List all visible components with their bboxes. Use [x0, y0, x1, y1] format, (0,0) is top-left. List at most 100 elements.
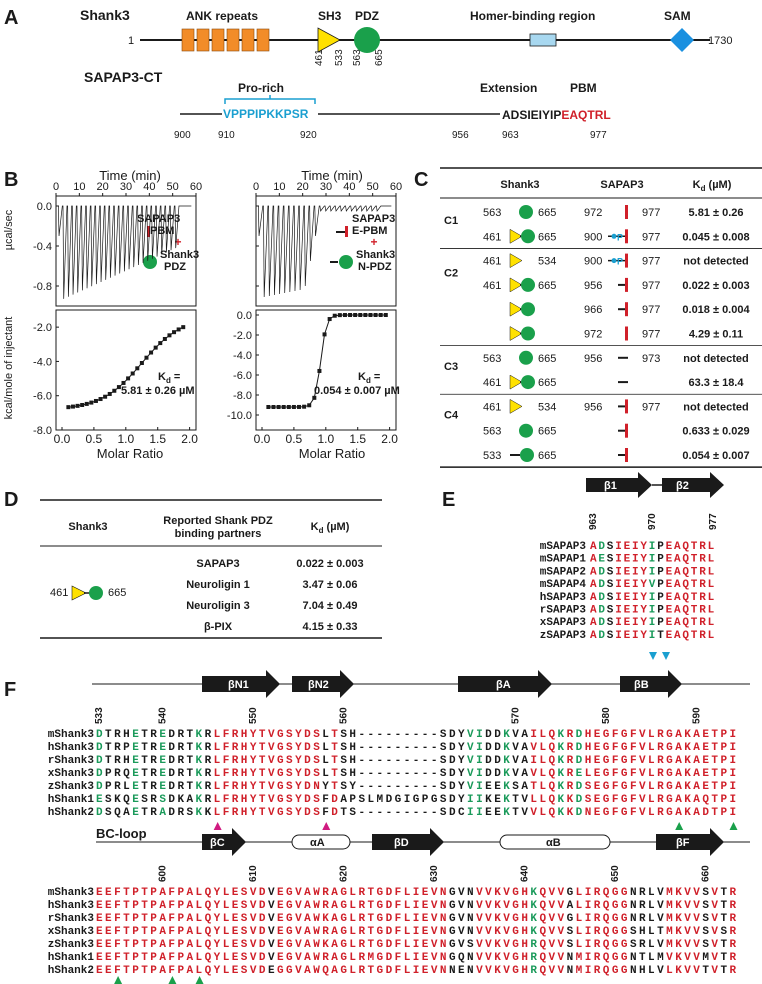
residue: A — [159, 913, 166, 925]
residue: T — [259, 807, 266, 819]
left-ytop-label-0: 0.0 — [37, 201, 52, 213]
residue: E — [132, 768, 139, 780]
residue: V — [458, 913, 465, 925]
residue: Y — [458, 794, 465, 806]
residue: P — [177, 926, 184, 938]
residue: I — [476, 729, 483, 741]
sh3-domain-shape — [317, 27, 341, 53]
residue: E — [277, 900, 284, 912]
residue: Q — [539, 913, 546, 925]
strand-bf-label: βF — [676, 837, 690, 849]
residue: V — [558, 952, 565, 964]
residue: R — [205, 729, 212, 741]
residue: D — [449, 729, 456, 741]
residue: F — [630, 807, 637, 819]
residue: S — [440, 794, 447, 806]
residue: D — [576, 755, 583, 767]
residue: K — [114, 794, 121, 806]
residue: G — [603, 729, 610, 741]
residue: L — [322, 742, 329, 754]
residue: A — [674, 617, 681, 629]
sh3-icon — [509, 253, 523, 269]
residue: S — [340, 755, 347, 767]
residue: G — [277, 768, 284, 780]
residue: S — [241, 965, 248, 977]
residue: G — [567, 913, 574, 925]
residue: - — [377, 768, 384, 780]
left-data-point-2 — [75, 403, 80, 408]
residue: S — [702, 913, 709, 925]
f1-pos-533: 533 — [94, 707, 105, 724]
residue: Y — [214, 926, 221, 938]
residue: R — [699, 617, 706, 629]
residue: V — [684, 900, 691, 912]
table-c-shank-start: 563 — [483, 426, 501, 438]
residue: R — [114, 742, 121, 754]
residue: V — [684, 926, 691, 938]
residue: S — [585, 781, 592, 793]
residue: E — [105, 939, 112, 951]
residue: E — [277, 926, 284, 938]
residue: S — [313, 768, 320, 780]
residue: Y — [458, 742, 465, 754]
residue: T — [340, 807, 347, 819]
residue: A — [675, 807, 682, 819]
residue: R — [358, 952, 365, 964]
residue: L — [214, 755, 221, 767]
residue: K — [196, 794, 203, 806]
right-thermogram — [257, 205, 392, 298]
residue: T — [657, 926, 664, 938]
residue: I — [467, 807, 474, 819]
residue: - — [422, 729, 429, 741]
residue: - — [386, 755, 393, 767]
residue: M — [666, 926, 673, 938]
residue: E — [594, 781, 601, 793]
residue: S — [313, 742, 320, 754]
residue: D — [598, 617, 605, 629]
residue: G — [431, 794, 438, 806]
residue: P — [349, 794, 356, 806]
residue: V — [431, 952, 438, 964]
residue: V — [549, 926, 556, 938]
left-ybot-label-2: -6.0 — [33, 391, 52, 403]
residue: G — [621, 755, 628, 767]
residue: G — [449, 913, 456, 925]
residue: S — [702, 926, 709, 938]
residue: E — [624, 592, 631, 604]
residue: A — [304, 939, 311, 951]
residue: V — [639, 807, 646, 819]
table-d-partner: β-PIX — [204, 621, 233, 633]
table-c-row-4: 461 665 956 977 0.022 ± 0.003 — [483, 277, 750, 293]
residue: V — [549, 913, 556, 925]
residue: - — [358, 768, 365, 780]
pdz-icon — [519, 350, 533, 365]
residue: R — [639, 887, 646, 899]
residue: E — [105, 913, 112, 925]
residue: V — [503, 939, 510, 951]
residue: L — [530, 794, 537, 806]
residue: L — [196, 900, 203, 912]
sam-domain-shape — [670, 28, 694, 52]
residue: V — [512, 742, 519, 754]
residue: T — [368, 926, 375, 938]
residue: Q — [682, 566, 689, 578]
residue: Y — [640, 630, 647, 642]
residue: R — [150, 807, 157, 819]
left-ybot-label-3: -8.0 — [33, 425, 52, 437]
table-c-shank-start: 461 — [483, 377, 501, 389]
residue: L — [368, 794, 375, 806]
residue: N — [467, 913, 474, 925]
residue: - — [386, 742, 393, 754]
residue: I — [476, 794, 483, 806]
residue: D — [598, 579, 605, 591]
table-c-header-shank3: Shank3 — [500, 179, 539, 191]
residue: D — [449, 755, 456, 767]
residue: F — [223, 781, 230, 793]
f1-markers — [213, 822, 738, 830]
residue: V — [711, 952, 718, 964]
residue: V — [250, 926, 257, 938]
residue: K — [196, 755, 203, 767]
residue: S — [607, 617, 614, 629]
